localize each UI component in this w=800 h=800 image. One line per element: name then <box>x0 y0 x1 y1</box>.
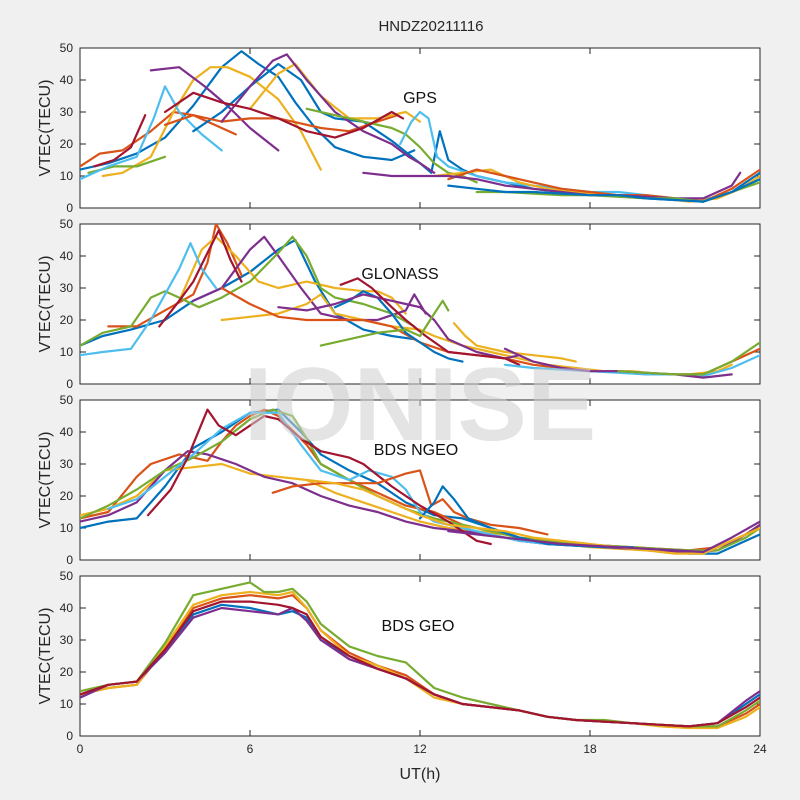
series-group <box>80 408 760 555</box>
y-tick-label: 20 <box>60 489 74 503</box>
y-axis-label: VTEC(TECU) <box>37 80 54 177</box>
x-tick-label: 6 <box>247 742 254 756</box>
series-line-13 <box>163 91 405 139</box>
y-tick-label: 50 <box>60 569 74 583</box>
series-line-11 <box>339 277 521 366</box>
y-tick-label: 10 <box>60 345 74 359</box>
x-tick-label: 18 <box>583 742 597 756</box>
series-line-0 <box>80 238 416 347</box>
y-axis-label: VTEC(TECU) <box>37 256 54 353</box>
y-tick-label: 40 <box>60 425 74 439</box>
series-line-1 <box>80 110 237 168</box>
series-line-5 <box>80 85 223 181</box>
series-line-13 <box>452 322 577 363</box>
x-tick-label: 24 <box>753 742 767 756</box>
series-line-16 <box>362 171 742 200</box>
x-axis-label: UT(h) <box>400 766 441 783</box>
series-line-9 <box>248 62 422 123</box>
panel-1: 0 10 20 30 40 50 VTEC(TECU) GLONASS <box>37 217 761 391</box>
plot-area <box>79 399 761 561</box>
series-line-3 <box>149 66 280 152</box>
y-axis-label: VTEC(TECU) <box>37 432 54 529</box>
y-tick-label: 40 <box>60 249 74 263</box>
y-tick-label: 0 <box>66 729 73 743</box>
y-tick-label: 40 <box>60 73 74 87</box>
y-tick-label: 0 <box>66 201 73 215</box>
plot-area <box>79 47 761 209</box>
y-tick-label: 50 <box>60 41 74 55</box>
panel-label: BDS NGEO <box>374 442 458 459</box>
series-line-9 <box>305 478 760 555</box>
series-line-10 <box>277 293 521 360</box>
series-line-6 <box>158 229 243 328</box>
series-line-8 <box>163 114 399 133</box>
series-line-1 <box>107 224 243 328</box>
series-line-18 <box>447 178 760 203</box>
y-tick-label: 50 <box>60 217 74 231</box>
y-tick-label: 30 <box>60 633 74 647</box>
y-tick-label: 30 <box>60 457 74 471</box>
y-tick-label: 20 <box>60 137 74 151</box>
y-axis-label: VTEC(TECU) <box>37 608 54 705</box>
series-line-6 <box>146 408 492 546</box>
y-tick-label: 0 <box>66 553 73 567</box>
panel-2: 0 10 20 30 40 50 VTEC(TECU) BDS NGEO <box>37 393 761 567</box>
y-tick-label: 50 <box>60 393 74 407</box>
series-line-6 <box>93 114 147 168</box>
y-tick-label: 10 <box>60 697 74 711</box>
series-line-10 <box>447 520 760 554</box>
panel-label: GLONASS <box>361 266 438 283</box>
y-tick-label: 20 <box>60 665 74 679</box>
figure-title: HNDZ20211116 <box>378 18 483 35</box>
x-tick-label: 12 <box>413 742 427 756</box>
y-tick-label: 20 <box>60 313 74 327</box>
series-line-2 <box>101 66 322 178</box>
series-group <box>80 581 760 730</box>
y-tick-label: 40 <box>60 601 74 615</box>
panel-label: BDS GEO <box>382 618 455 635</box>
series-line-5 <box>80 600 760 728</box>
series-group <box>80 224 760 379</box>
y-tick-label: 10 <box>60 521 74 535</box>
y-tick-label: 0 <box>66 377 73 391</box>
panel-0: 0 10 20 30 40 50 VTEC(TECU) GPS <box>37 41 761 215</box>
series-line-16 <box>617 341 760 376</box>
series-group <box>80 50 760 203</box>
series-line-0 <box>80 50 416 171</box>
x-tick-label: 0 <box>77 742 84 756</box>
series-line-12 <box>319 299 450 347</box>
series-line-14 <box>503 354 760 378</box>
series-line-5 <box>80 242 218 357</box>
panel-3: 0 10 20 30 40 50 0 6 12 18 24 VTEC(TECU) BDS GEO <box>37 569 767 756</box>
y-tick-label: 30 <box>60 281 74 295</box>
watermark: IONISE <box>244 347 597 463</box>
panel-label: GPS <box>403 90 437 107</box>
y-tick-label: 30 <box>60 105 74 119</box>
y-tick-label: 10 <box>60 169 74 183</box>
series-line-10 <box>220 53 436 174</box>
plot-area <box>79 575 761 737</box>
panels-group: 0 10 20 30 40 50 VTEC(TECU) GPS 0 10 20 30 40 50 VTEC(… <box>37 41 767 756</box>
